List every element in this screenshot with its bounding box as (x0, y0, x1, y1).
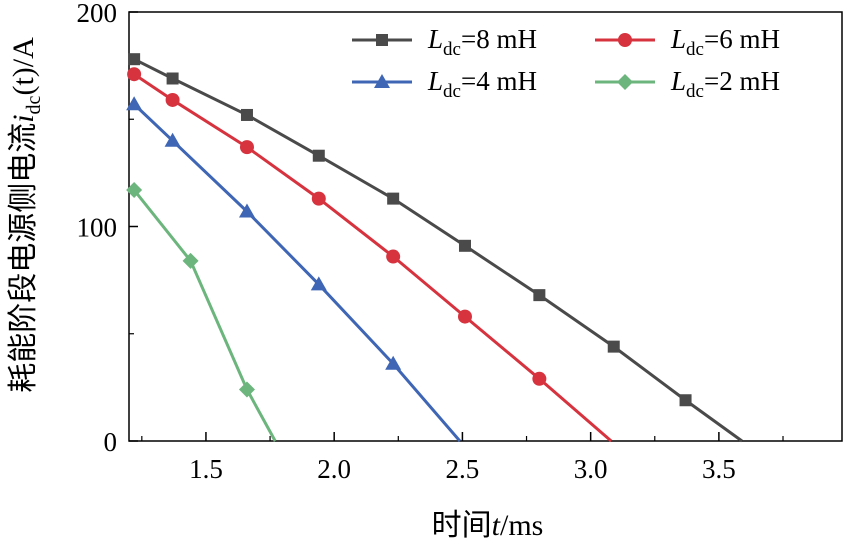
data-point-3 (182, 252, 199, 269)
data-point-1 (239, 140, 254, 155)
data-point-0 (533, 289, 546, 302)
x-tick-label: 2.5 (446, 454, 480, 484)
x-tick-label: 3.0 (574, 454, 608, 484)
y-axis-label-unit: /A (7, 37, 40, 68)
x-tick-label: 1.5 (189, 454, 223, 484)
data-point-1 (165, 92, 180, 107)
y-tick-label: 0 (104, 427, 118, 457)
data-point-3 (238, 381, 255, 398)
data-point-2 (126, 96, 143, 111)
data-point-1 (127, 67, 142, 82)
x-tick-label: 3.5 (702, 454, 736, 484)
series-line-2 (133, 103, 461, 442)
data-point-0 (607, 340, 620, 353)
y-axis-label-arg: (t) (7, 67, 40, 96)
x-axis-label-prefix: 时间 (431, 509, 492, 542)
y-tick-label: 100 (77, 213, 118, 243)
legend-marker-0 (376, 34, 388, 46)
data-point-1 (532, 371, 547, 386)
series-line-1 (133, 72, 613, 443)
axes-layer: 1.5 2.0 2.5 3.0 3.5 0 100 200 (77, 0, 843, 484)
y-axis-label: 耗能阶段电源侧电流idc(t)/A (2, 0, 45, 538)
data-point-0 (458, 239, 471, 252)
x-axis-label-unit: /ms (499, 509, 544, 542)
y-axis-label-prefix: 耗能阶段电源侧电流 (7, 122, 40, 393)
data-point-1 (386, 249, 401, 264)
data-point-3 (126, 182, 143, 199)
legend-marker-3 (617, 74, 633, 90)
y-tick-label: 200 (77, 0, 118, 28)
data-point-0 (679, 394, 692, 407)
data-point-0 (128, 53, 141, 66)
y-axis-label-sub: dc (23, 95, 45, 115)
data-point-0 (312, 149, 325, 162)
data-point-2 (310, 276, 327, 291)
series-line-3 (132, 189, 277, 442)
series-layer (126, 53, 743, 443)
legend-marker-1 (618, 33, 632, 47)
legend-label-2: Ldc=4 mH (427, 66, 537, 102)
legend-label-0: Ldc=8 mH (427, 24, 537, 60)
series-line-0 (133, 57, 743, 443)
legend: Ldc=8 mH Ldc=6 mH Ldc=4 mH Ldc=2 mH (352, 24, 780, 102)
legend-label-1: Ldc=6 mH (670, 24, 780, 60)
data-point-2 (164, 132, 181, 147)
x-axis-label: 时间t/ms (0, 500, 845, 544)
y-axis-label-var: i (7, 114, 40, 123)
data-point-2 (385, 355, 402, 370)
data-point-0 (240, 108, 253, 121)
data-point-1 (311, 191, 326, 206)
data-point-0 (166, 72, 179, 85)
x-axis-label-var: t (491, 509, 500, 542)
legend-marker-2 (374, 74, 390, 88)
x-tick-label: 2.0 (317, 454, 351, 484)
legend-label-3: Ldc=2 mH (670, 66, 780, 102)
data-point-0 (387, 192, 400, 205)
data-point-2 (238, 203, 255, 218)
data-point-1 (457, 309, 472, 324)
